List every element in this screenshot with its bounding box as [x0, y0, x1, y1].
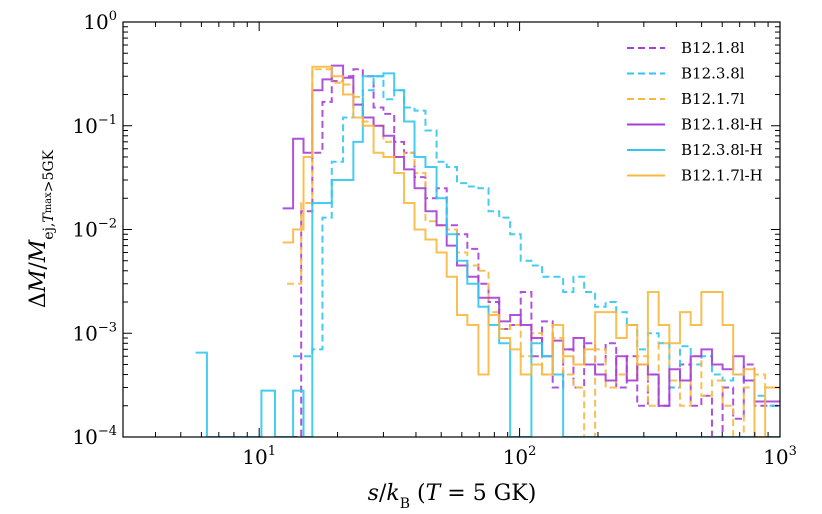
x-tick-label: 101	[242, 444, 276, 469]
legend-label: B12.1.7l-H	[681, 167, 763, 185]
legend: B12.1.8l B12.3.8l B12.1.7l B12.1.8l-H B12.3.…	[627, 39, 763, 185]
legend-label: B12.1.8l	[681, 39, 745, 57]
y-tick-label: 100	[83, 9, 117, 34]
series-line-b12-3-8l-h	[195, 72, 780, 437]
y-tick-label: 10−1	[72, 113, 117, 138]
legend-label: B12.1.8l-H	[681, 116, 763, 134]
x-tick-label: 103	[763, 444, 797, 469]
ticks-layer: 101 102 103 10−4 10−3 10−2 10−1 100	[72, 9, 796, 469]
legend-label: B12.3.8l	[681, 65, 745, 83]
legend-label: B12.1.7l	[681, 90, 745, 108]
y-tick-label: 10−3	[72, 320, 117, 345]
x-tick-label: 102	[503, 444, 537, 469]
plot-frame	[122, 21, 781, 438]
x-axis-label: s/kB (T = 5 GK)	[368, 481, 537, 512]
y-axis-label: ΔM/Mej,Tmax>5GK	[26, 149, 57, 308]
legend-label: B12.3.8l-H	[681, 141, 763, 159]
series-line-b12-1-7l-h	[282, 65, 780, 437]
y-tick-label: 10−2	[72, 217, 117, 242]
y-tick-label: 10−4	[72, 424, 117, 449]
series-layer	[195, 64, 780, 437]
